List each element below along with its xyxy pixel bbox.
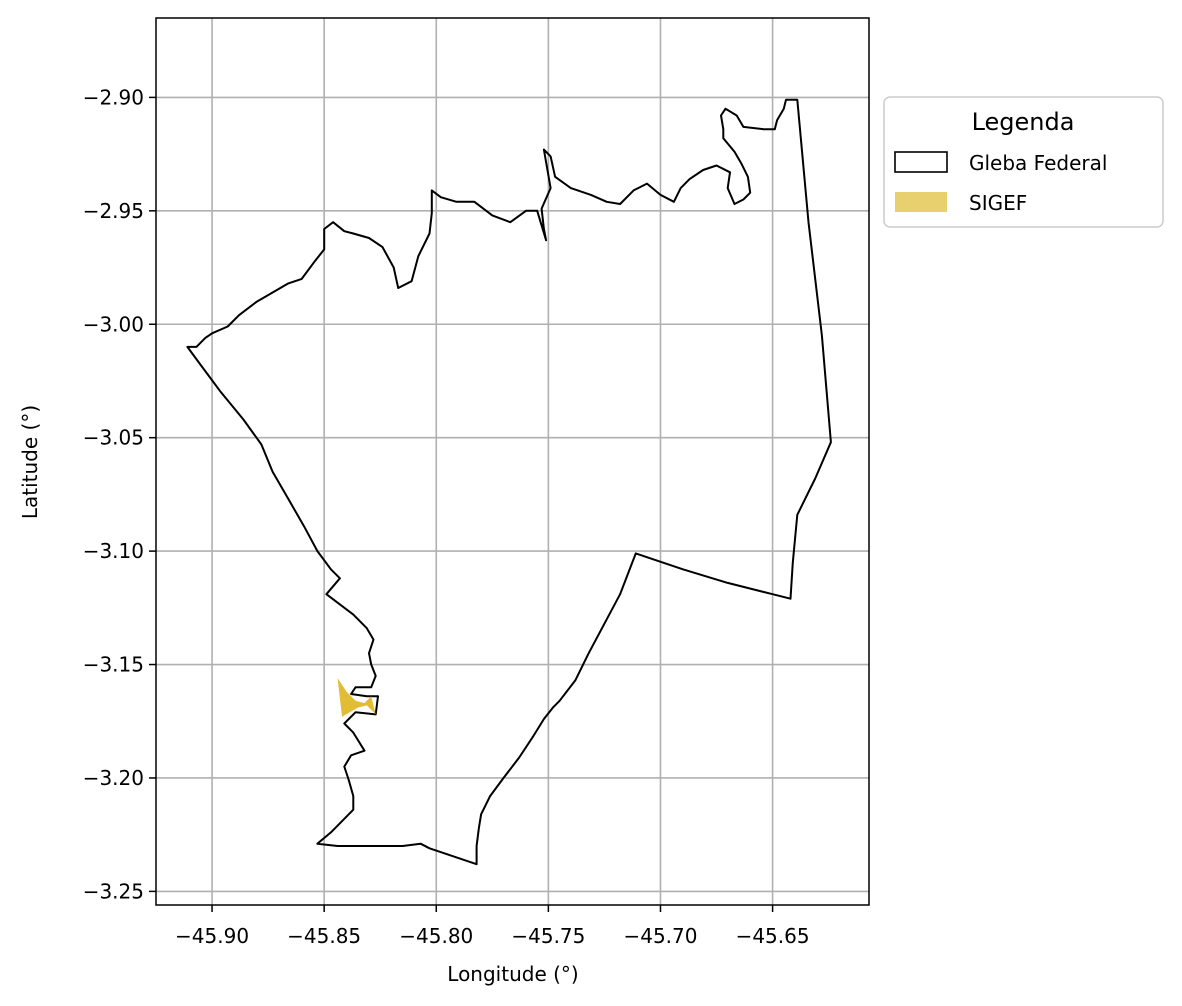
y-tick-label-7: −3.25 — [83, 879, 144, 903]
x-axis-label: Longitude (°) — [447, 962, 578, 986]
plot-area — [156, 18, 869, 905]
y-tick-label-6: −3.20 — [83, 766, 144, 790]
legend-swatch-sigef — [895, 192, 947, 212]
legend-label-gleba-federal: Gleba Federal — [969, 151, 1107, 175]
x-tick-label-3: −45.75 — [511, 924, 585, 948]
x-tick-label-0: −45.90 — [175, 924, 249, 948]
x-tick-label-5: −45.65 — [736, 924, 810, 948]
x-tick-label-4: −45.70 — [623, 924, 697, 948]
grid — [156, 18, 869, 905]
map-layers — [186, 98, 832, 866]
legend-label-sigef: SIGEF — [969, 191, 1027, 215]
x-tick-label-1: −45.85 — [287, 924, 361, 948]
x-tick-label-2: −45.80 — [399, 924, 473, 948]
y-tick-label-5: −3.15 — [83, 653, 144, 677]
y-tick-label-0: −2.90 — [83, 85, 144, 109]
legend-title: Legenda — [972, 108, 1075, 136]
legend-swatch-gleba-federal — [894, 151, 948, 173]
y-axis-label: Latitude (°) — [18, 405, 42, 519]
map-layer-gleba-federal — [186, 98, 832, 866]
y-tick-label-2: −3.00 — [83, 312, 144, 336]
plot-frame — [155, 17, 870, 906]
legend-box — [883, 96, 1164, 228]
legend: Legenda Gleba Federal SIGEF — [883, 96, 1164, 228]
y-tick-label-3: −3.05 — [83, 426, 144, 450]
y-tick-label-1: −2.95 — [83, 199, 144, 223]
map-layer-sigef — [337, 678, 376, 717]
y-tick-label-4: −3.10 — [83, 539, 144, 563]
y-axis-ticks: −2.90 −2.95 −3.00 −3.05 −3.10 −3.15 −3.20 −3.25 — [83, 85, 156, 903]
x-axis-ticks: −45.90 −45.85 −45.80 −45.75 −45.70 −45.65 — [175, 905, 810, 948]
